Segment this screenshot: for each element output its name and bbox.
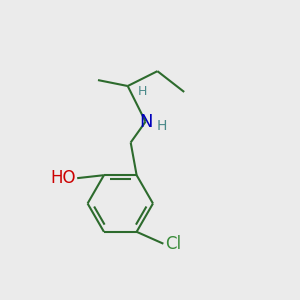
- Text: Cl: Cl: [165, 235, 181, 253]
- Text: H: H: [138, 85, 147, 98]
- Text: N: N: [139, 113, 152, 131]
- Text: H: H: [157, 119, 167, 133]
- Text: HO: HO: [50, 169, 76, 187]
